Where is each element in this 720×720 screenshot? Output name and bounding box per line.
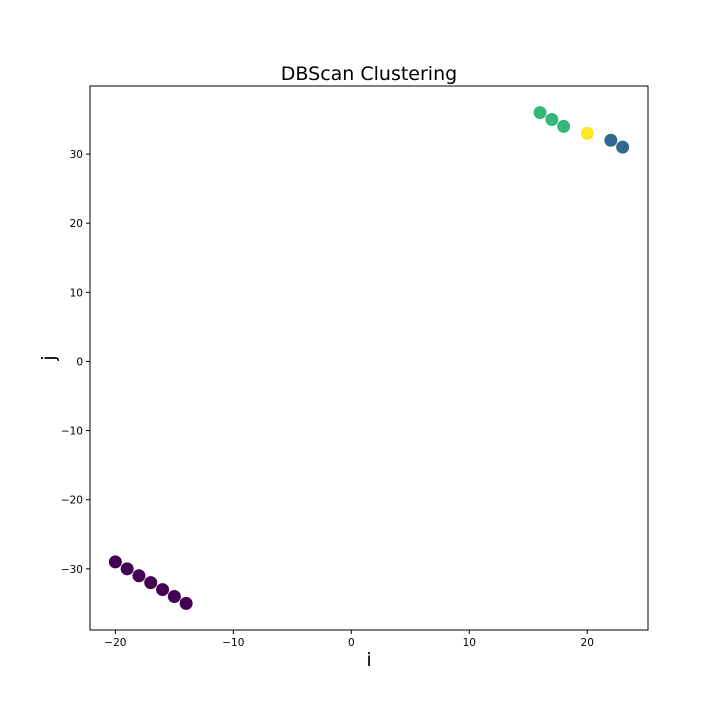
y-tick-label: 10	[70, 287, 83, 299]
plot-area	[89, 85, 649, 631]
data-point-cluster-2	[533, 106, 547, 120]
data-point-cluster-0	[108, 555, 122, 569]
y-axis: −30 −20 −10 0 10 20 30	[61, 149, 90, 576]
y-tick-label: 20	[70, 218, 83, 230]
data-point-cluster-0	[167, 589, 181, 603]
data-point-cluster-2	[545, 113, 559, 127]
y-tick-label: 30	[70, 149, 83, 161]
x-tick-label: −20	[104, 637, 126, 649]
x-tick-label: 20	[581, 637, 594, 649]
data-point-cluster-0	[144, 576, 158, 590]
y-tick-label: −30	[61, 564, 83, 576]
x-tick-label: 10	[463, 637, 476, 649]
data-point-cluster-3	[580, 126, 594, 140]
data-point-cluster-0	[179, 596, 193, 610]
data-point-cluster-0	[156, 583, 170, 597]
x-tick-label: 0	[348, 637, 355, 649]
data-point-cluster-0	[132, 569, 146, 583]
y-tick-label: −20	[61, 495, 83, 507]
x-axis-label: i	[366, 649, 371, 671]
y-axis-label: j	[38, 355, 60, 361]
data-point-cluster-1	[616, 140, 630, 154]
x-tick-label: −10	[222, 637, 244, 649]
data-point-cluster-1	[604, 133, 618, 147]
chart-title: DBScan Clustering	[281, 63, 457, 85]
data-points	[108, 106, 630, 610]
data-point-cluster-0	[120, 562, 134, 576]
y-tick-label: 0	[76, 356, 83, 368]
y-tick-label: −10	[61, 426, 83, 438]
x-axis: −20 −10 0 10 20	[104, 630, 594, 649]
data-point-cluster-2	[557, 119, 571, 133]
